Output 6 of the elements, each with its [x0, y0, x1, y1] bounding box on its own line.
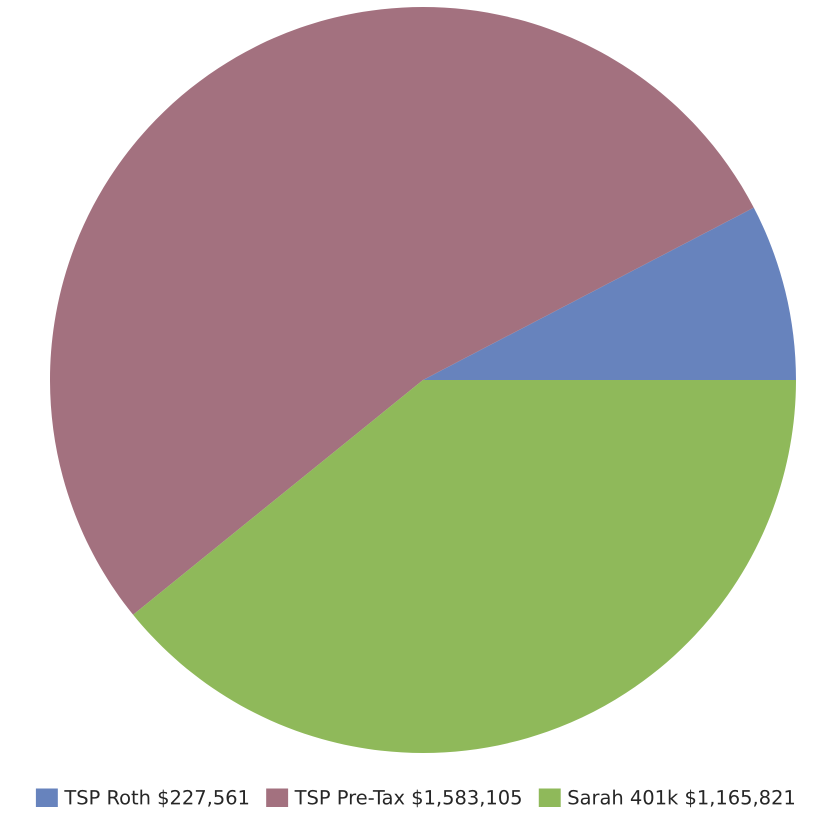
pie-slice — [50, 7, 754, 615]
legend-label: TSP Pre-Tax $1,583,105 — [294, 790, 521, 808]
pie-slice — [423, 208, 796, 380]
legend-label: Sarah 401k $1,165,821 — [568, 790, 794, 808]
legend-label: TSP Roth $227,561 — [64, 790, 248, 808]
pie-slice — [133, 380, 796, 753]
